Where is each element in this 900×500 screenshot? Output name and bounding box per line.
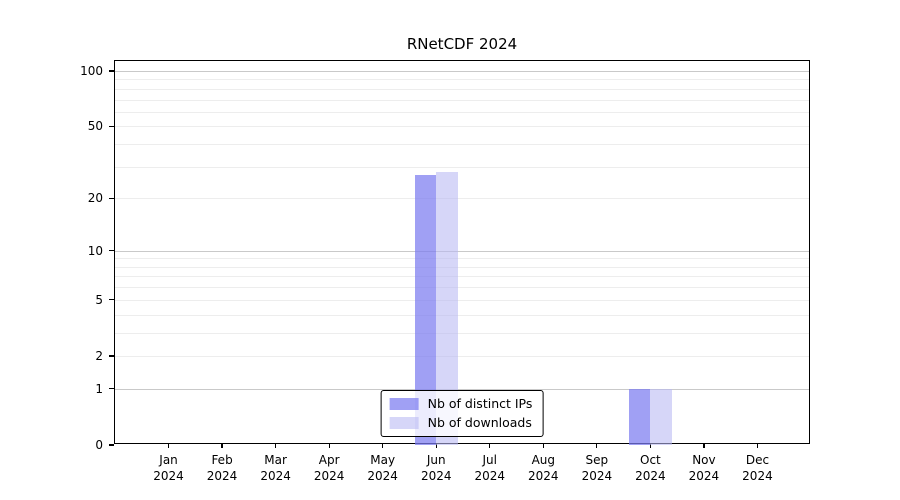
legend-label-distinct-ips: Nb of distinct IPs [427,396,533,411]
x-axis-label: Jun 2024 [404,452,468,484]
x-axis-label: Sep 2024 [565,452,629,484]
x-axis-label: Nov 2024 [672,452,736,484]
bar-downloads [436,172,458,445]
year-label: 2024 [528,469,559,483]
month-label: Nov [692,453,716,467]
month-label: Aug [531,453,556,467]
x-axis-label: Mar 2024 [244,452,308,484]
x-axis-label: Feb 2024 [190,452,254,484]
x-axis-label: Jan 2024 [137,452,201,484]
x-axis-label: Jul 2024 [458,452,522,484]
month-label: Oct [640,453,661,467]
bar-distinct-ips [628,388,651,445]
month-label: May [370,453,396,467]
x-axis-tick [649,443,652,448]
x-axis-label: May 2024 [351,452,415,484]
month-label: Mar [264,453,287,467]
x-axis-tick [489,443,491,448]
gridline-major [115,388,809,390]
x-axis-tick [596,443,598,448]
y-axis-tick [108,125,114,128]
month-label: Jun [426,453,446,467]
x-axis-tick [435,443,437,448]
y-axis-label: 100 [80,64,103,79]
x-axis-tick [167,443,170,448]
x-axis-tick [756,443,759,448]
x-axis-tick [274,443,277,448]
gridline-minor [115,79,809,81]
chart-title: RNetCDF 2024 [406,35,518,53]
y-axis-label: 10 [87,243,103,258]
gridline-minor [115,258,809,260]
y-axis-label: 2 [95,348,103,363]
year-label: 2024 [367,469,398,483]
gridline-minor [115,332,809,334]
x-axis-label: Apr 2024 [297,452,361,484]
x-axis-tick [221,443,223,448]
plot-area: 0 1 2 5 10 20 50 100 Jan 2024 Feb 2024 Mar 2024 Apr 202… [80,60,810,483]
month-label: Jan [159,453,178,467]
gridline-minor [115,266,809,268]
month-label: Jul [482,453,497,467]
y-axis-label: 50 [87,119,103,134]
gridline-minor [115,88,809,90]
y-axis-tick [108,197,114,199]
x-axis-tick [542,443,544,448]
gridline-major [115,71,809,73]
gridline-minor [115,299,809,301]
gridline-minor [115,144,809,146]
y-axis-tick [108,444,114,446]
x-axis-label: Oct 2024 [618,452,682,484]
gridline-minor [115,166,809,168]
gridline-major [115,250,809,252]
month-label: Sep [585,453,609,467]
gridline-minor [115,355,809,357]
month-label: Feb [211,453,233,467]
year-label: 2024 [260,469,291,483]
bar-downloads [650,388,672,445]
x-axis-tick [328,443,330,448]
bar-distinct-ips [414,174,437,445]
gridline-minor [115,276,809,278]
y-axis-label: 1 [95,381,103,396]
gridline-minor [115,111,809,113]
y-axis-tick [108,355,114,357]
x-axis-label: Aug 2024 [511,452,575,484]
year-label: 2024 [420,469,452,483]
x-axis-tick [703,443,705,448]
legend-swatch-distinct-ips [389,397,419,410]
y-axis-tick [108,70,114,72]
gridline-minor [115,314,809,316]
y-axis-tick [108,388,114,390]
year-label: 2024 [206,469,238,483]
gridline-minor [115,99,809,101]
year-label: 2024 [688,469,720,483]
legend: Nb of distinct IPs Nb of downloads [380,390,544,437]
year-label: 2024 [313,469,345,483]
gridline-minor [115,287,809,289]
gridline-minor [115,198,809,200]
year-label: 2024 [474,469,506,483]
y-axis-label: 5 [95,292,103,307]
year-label: 2024 [742,469,773,483]
year-label: 2024 [635,469,666,483]
legend-label-downloads: Nb of downloads [427,415,532,430]
x-axis-label: Dec 2024 [725,452,789,484]
x-axis-tick [382,443,384,448]
year-label: 2024 [581,469,613,483]
month-label: Apr [318,453,340,467]
legend-item-distinct-ips: Nb of distinct IPs [389,396,533,411]
y-axis-label: 20 [87,191,103,206]
gridline-minor [115,126,809,128]
y-axis-tick [108,250,114,252]
legend-swatch-downloads [389,416,419,429]
y-axis-label: 0 [95,438,103,452]
legend-item-downloads: Nb of downloads [389,415,533,430]
month-label: Dec [745,453,770,467]
year-label: 2024 [153,469,184,483]
y-axis-tick [108,299,114,301]
